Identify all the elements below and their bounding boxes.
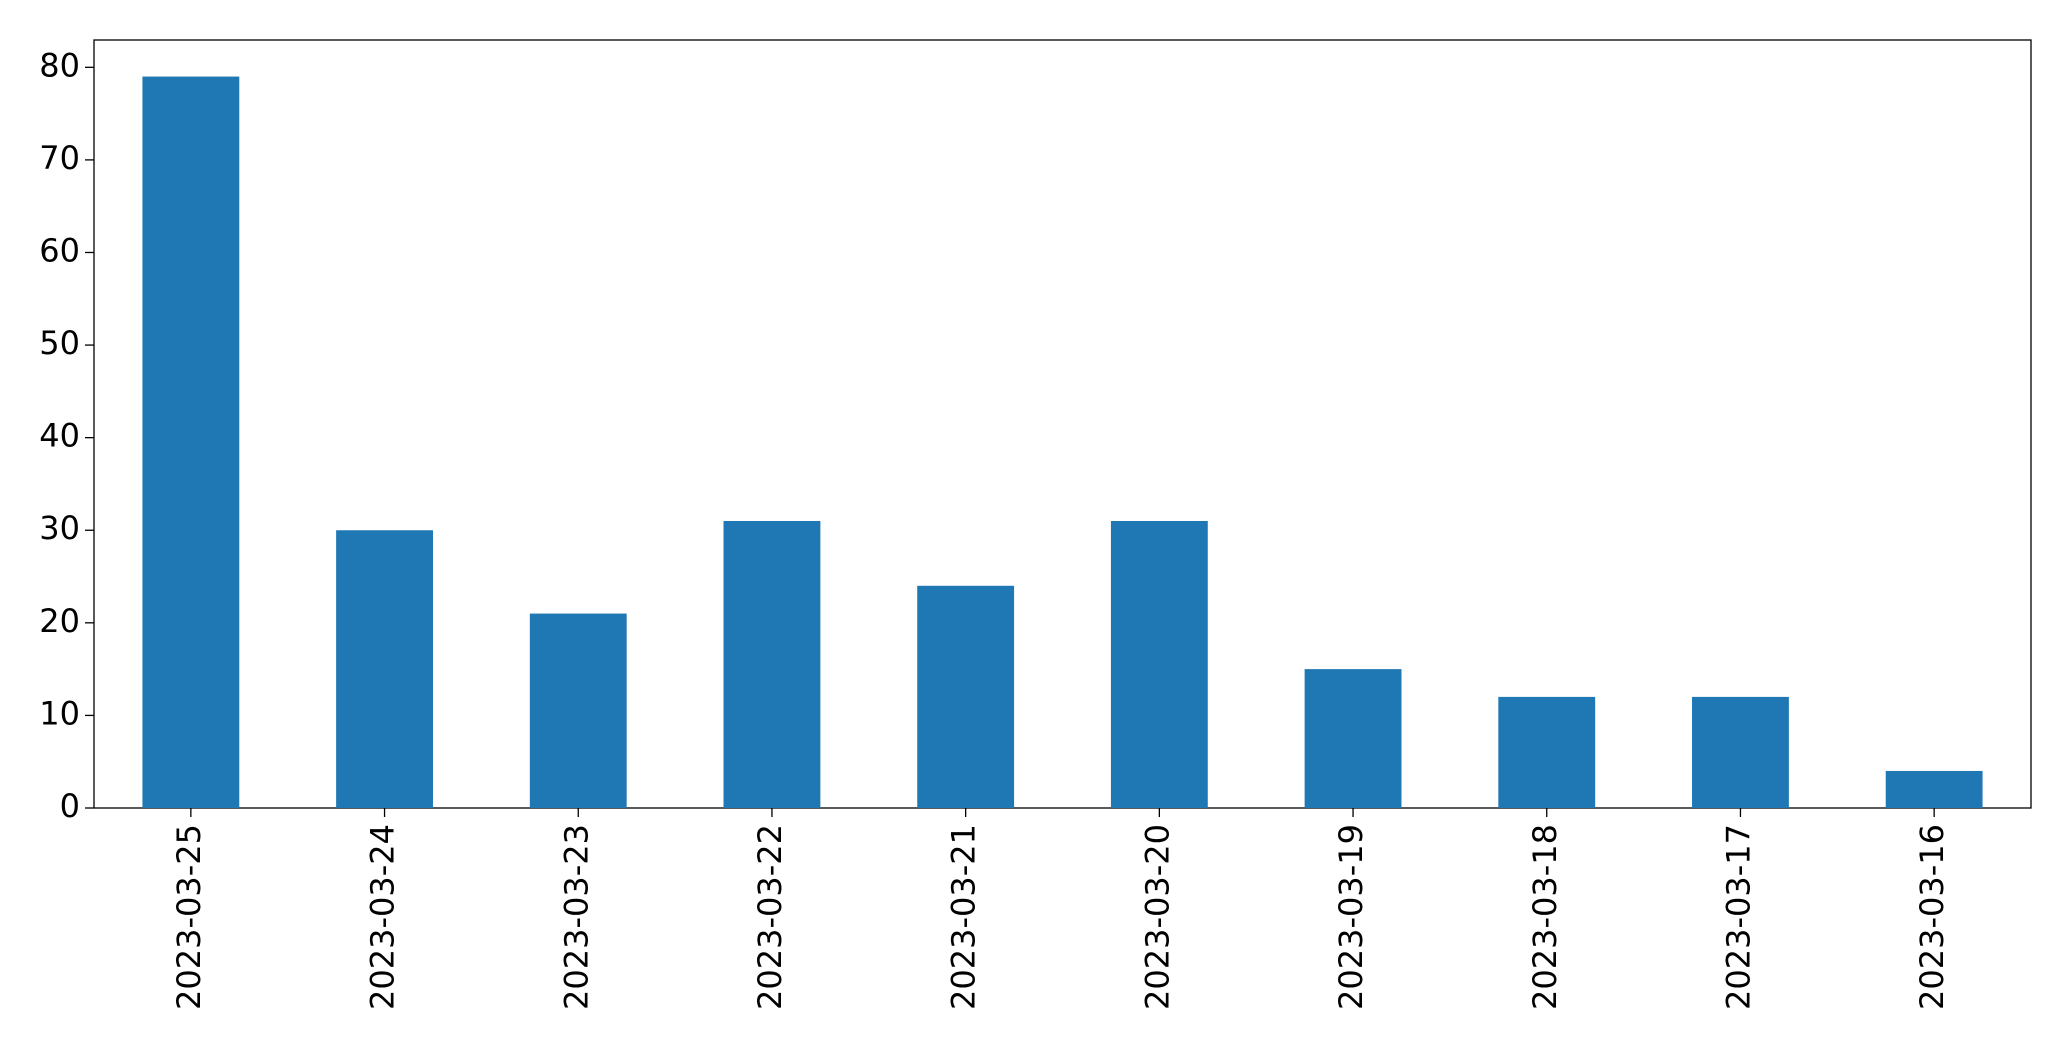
x-tick-label: 2023-03-24 <box>364 824 402 1010</box>
bar <box>142 76 240 809</box>
y-tick-label: 30 <box>39 509 80 547</box>
x-tick-label: 2023-03-22 <box>751 824 789 1010</box>
bar <box>1304 669 1402 808</box>
x-tick-label: 2023-03-25 <box>170 824 208 1010</box>
y-tick-label: 40 <box>39 417 80 455</box>
bar <box>529 613 627 808</box>
y-tick-label: 70 <box>39 139 80 177</box>
x-tick-label: 2023-03-18 <box>1526 824 1564 1010</box>
y-tick-label: 80 <box>39 46 80 84</box>
y-tick-label: 0 <box>60 787 80 825</box>
x-tick-label: 2023-03-21 <box>945 824 983 1010</box>
y-tick-label: 20 <box>39 602 80 640</box>
bar <box>336 530 433 808</box>
y-tick-label: 10 <box>39 694 80 732</box>
bar <box>1692 696 1789 808</box>
y-tick-label: 60 <box>39 231 80 269</box>
x-tick-label: 2023-03-20 <box>1138 824 1176 1010</box>
y-tick-label: 50 <box>39 324 80 362</box>
bar <box>1110 520 1208 808</box>
x-tick-label: 2023-03-17 <box>1719 824 1757 1010</box>
x-tick-label: 2023-03-16 <box>1913 824 1951 1010</box>
x-tick-label: 2023-03-19 <box>1332 824 1370 1010</box>
x-tick-label: 2023-03-23 <box>557 824 595 1010</box>
axes-frame <box>93 39 2032 809</box>
bar <box>1885 770 1983 808</box>
bar <box>1498 696 1596 808</box>
bar <box>723 520 821 808</box>
bar <box>917 585 1015 808</box>
